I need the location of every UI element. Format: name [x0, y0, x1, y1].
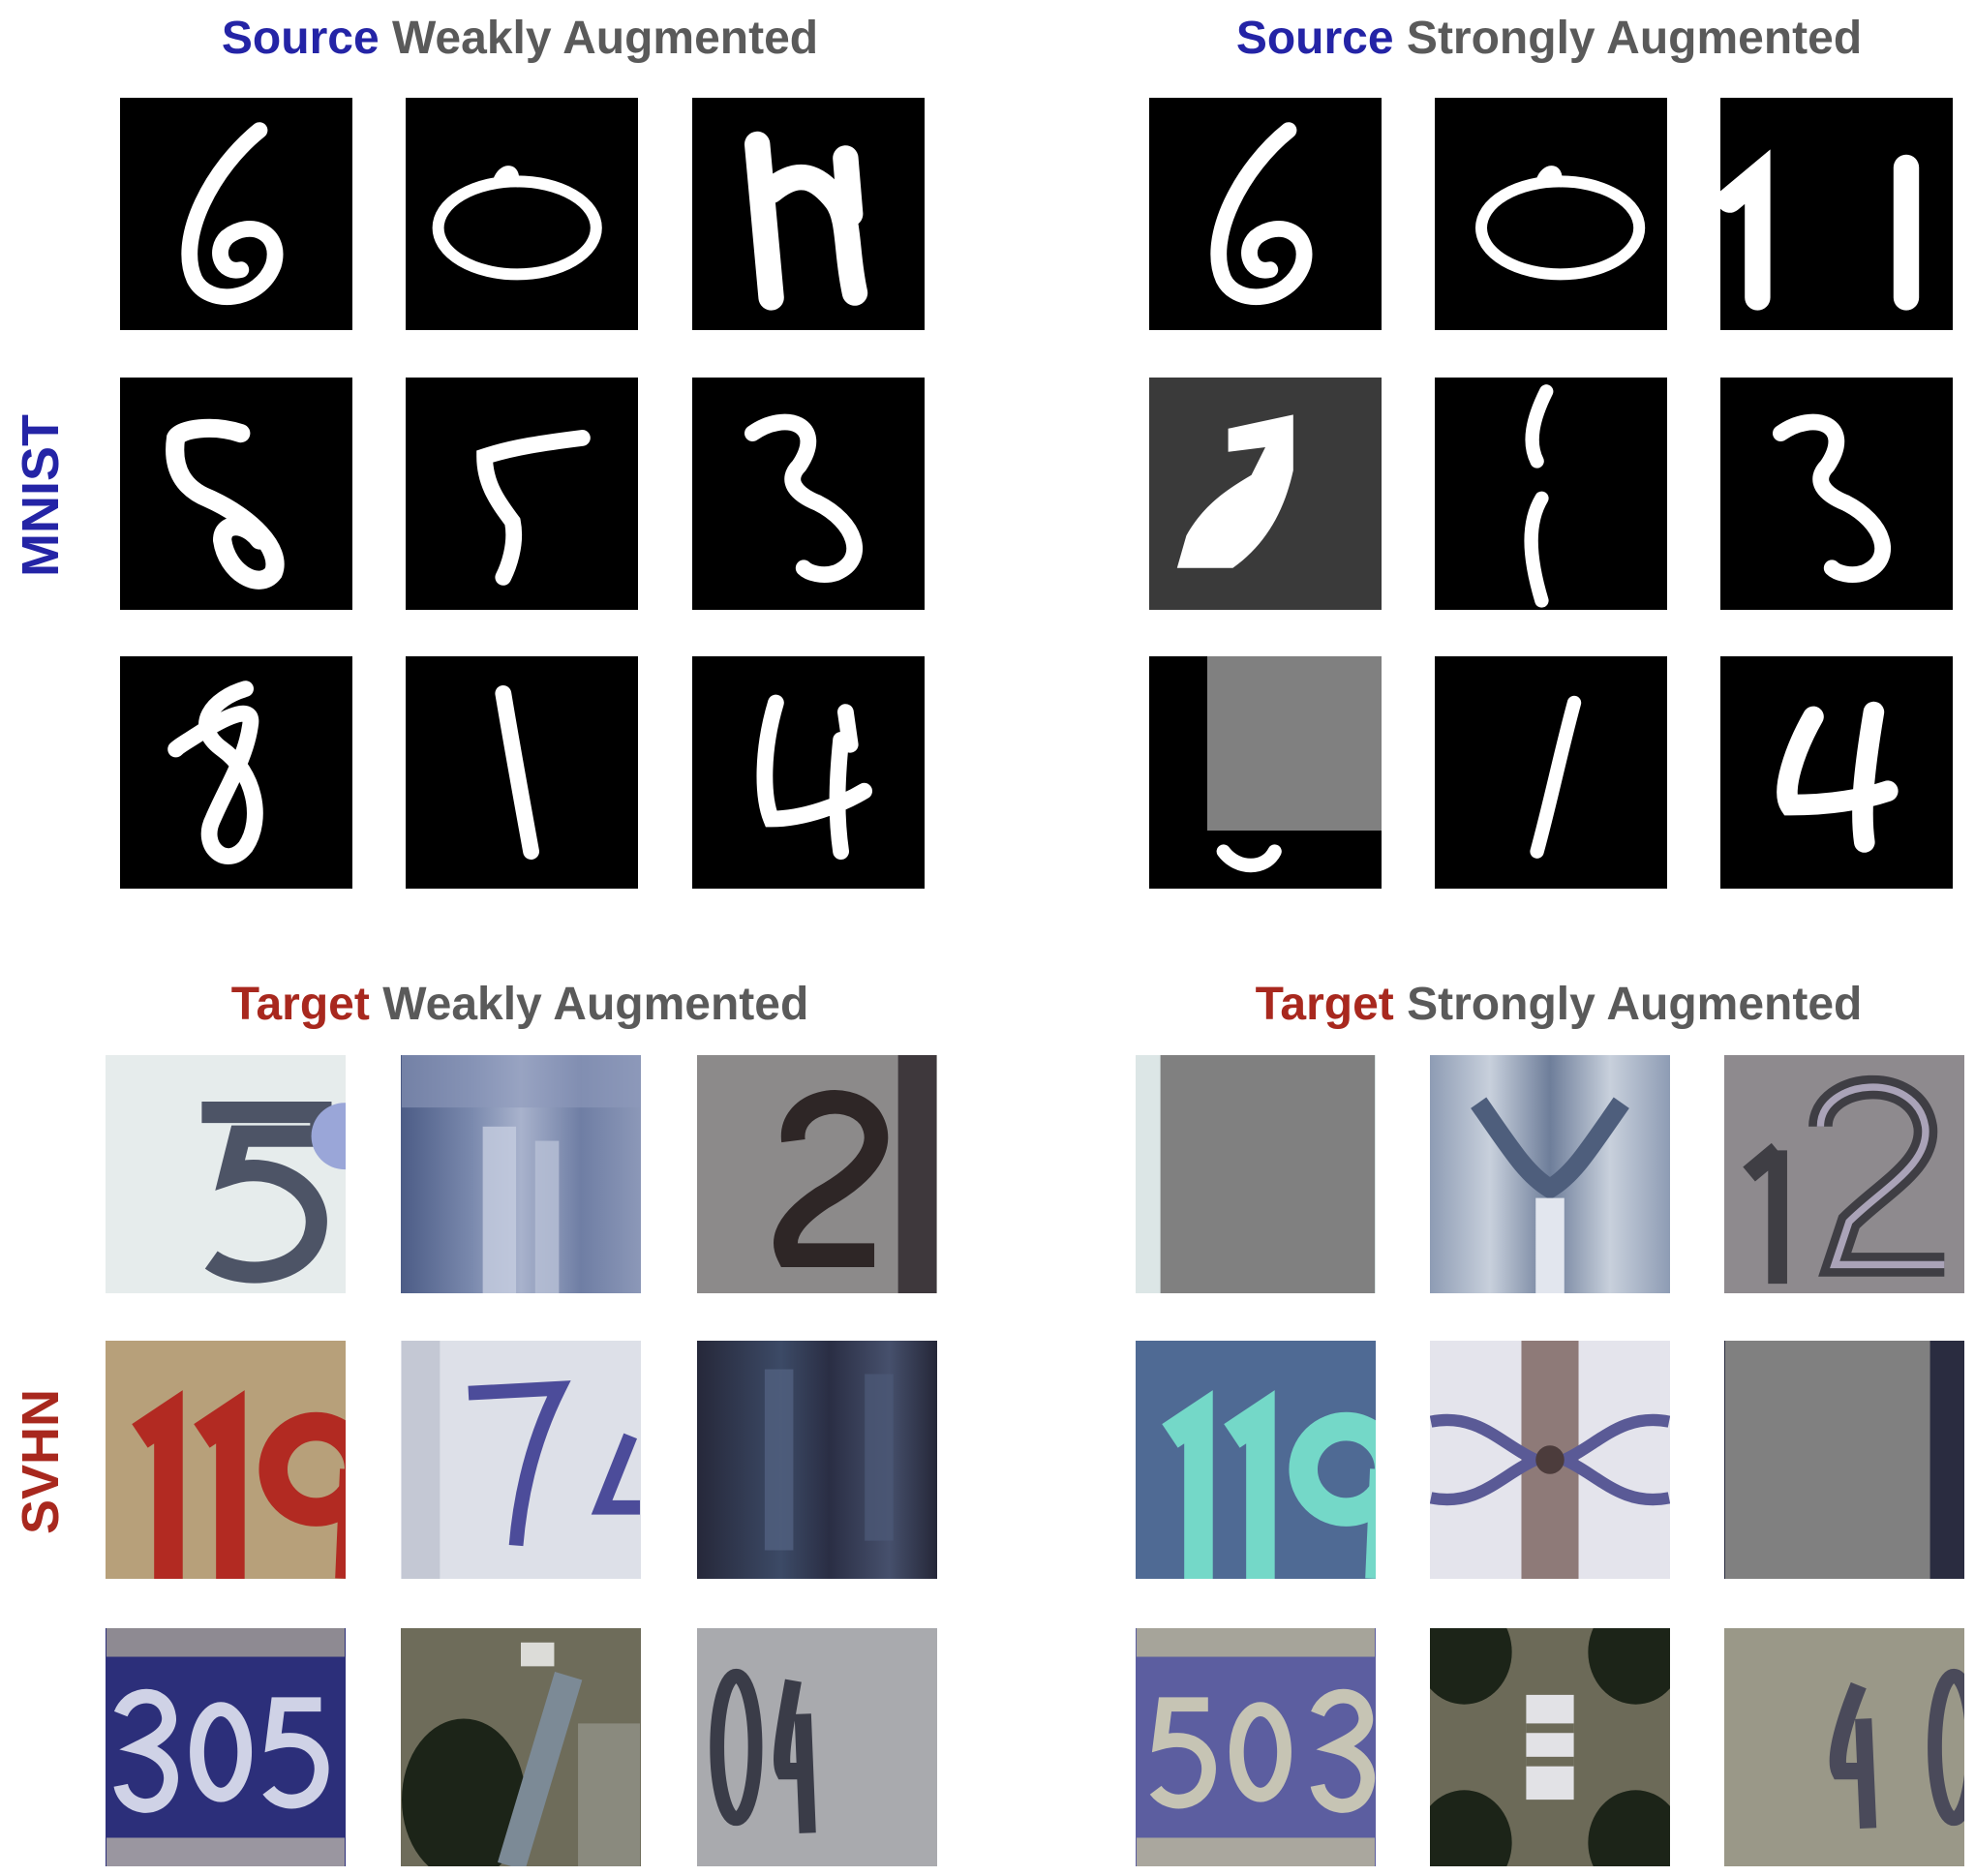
title-rest: Weakly Augmented [382, 979, 808, 1030]
title-rest: Strongly Augmented [1407, 979, 1862, 1030]
mnist-weak-digit-3 [692, 378, 925, 610]
svhn-strong-photo-12 [1724, 1055, 1964, 1293]
title-highlight: Target [231, 979, 370, 1030]
svhn-weak-photo-119 [106, 1341, 346, 1579]
title-rest: Weakly Augmented [392, 13, 818, 64]
svhn-weak-photo-74 [401, 1341, 641, 1579]
svhn-weak-photo-59 [106, 1055, 346, 1293]
mnist-weak-digit-8 [120, 656, 352, 889]
mnist-weak-digit-1 [406, 656, 638, 889]
title-source-strong: Source Strongly Augmented [1236, 15, 1862, 62]
mnist-weak-digit-0 [406, 98, 638, 330]
svhn-strong-photo-kaleidoscope [1430, 1341, 1670, 1579]
mnist-weak-digit-6 [120, 98, 352, 330]
mnist-strong-digit-inverted [1149, 378, 1382, 610]
mnist-strong-digit-3 [1720, 378, 1953, 610]
mnist-strong-digit-1 [1435, 656, 1667, 889]
title-rest: Strongly Augmented [1407, 13, 1862, 64]
title-highlight: Source [222, 13, 380, 64]
title-source-weak: Source Weakly Augmented [222, 15, 818, 62]
svhn-strong-photo-48 [1724, 1628, 1964, 1866]
svhn-strong-photo-masked-1 [1136, 1055, 1376, 1293]
mnist-weak-digit-2 [692, 98, 925, 330]
svhn-weak-photo-blue-door [401, 1055, 641, 1293]
svhn-weak-photo-tree [401, 1628, 641, 1866]
svhn-strong-photo-tree-mirrored [1430, 1628, 1670, 1866]
svhn-weak-photo-503-flipped [106, 1628, 346, 1866]
svhn-weak-photo-84 [697, 1628, 937, 1866]
svhn-strong-photo-masked-2 [1724, 1341, 1964, 1579]
mnist-strong-digit-split [1435, 378, 1667, 610]
svhn-weak-photo-dark [697, 1341, 937, 1579]
row-label-svhn: SVHN [15, 1389, 67, 1534]
svhn-strong-photo-119-teal [1136, 1341, 1376, 1579]
title-target-weak: Target Weakly Augmented [231, 982, 809, 1028]
mnist-strong-digit-masked [1149, 656, 1382, 889]
mnist-weak-digit-5a [120, 378, 352, 610]
svhn-strong-photo-503 [1136, 1628, 1376, 1866]
title-target-strong: Target Strongly Augmented [1256, 982, 1863, 1028]
title-highlight: Source [1236, 13, 1394, 64]
mnist-weak-digit-4 [692, 656, 925, 889]
mnist-weak-digit-5b [406, 378, 638, 610]
svhn-weak-photo-2 [697, 1055, 937, 1293]
row-label-mnist: MNIST [15, 414, 67, 577]
mnist-strong-digit-0 [1435, 98, 1667, 330]
title-highlight: Target [1256, 979, 1394, 1030]
mnist-strong-digit-6 [1149, 98, 1382, 330]
svhn-strong-photo-mirrored [1430, 1055, 1670, 1293]
mnist-strong-digit-4 [1720, 656, 1953, 889]
mnist-strong-digit-cropped [1720, 98, 1953, 330]
